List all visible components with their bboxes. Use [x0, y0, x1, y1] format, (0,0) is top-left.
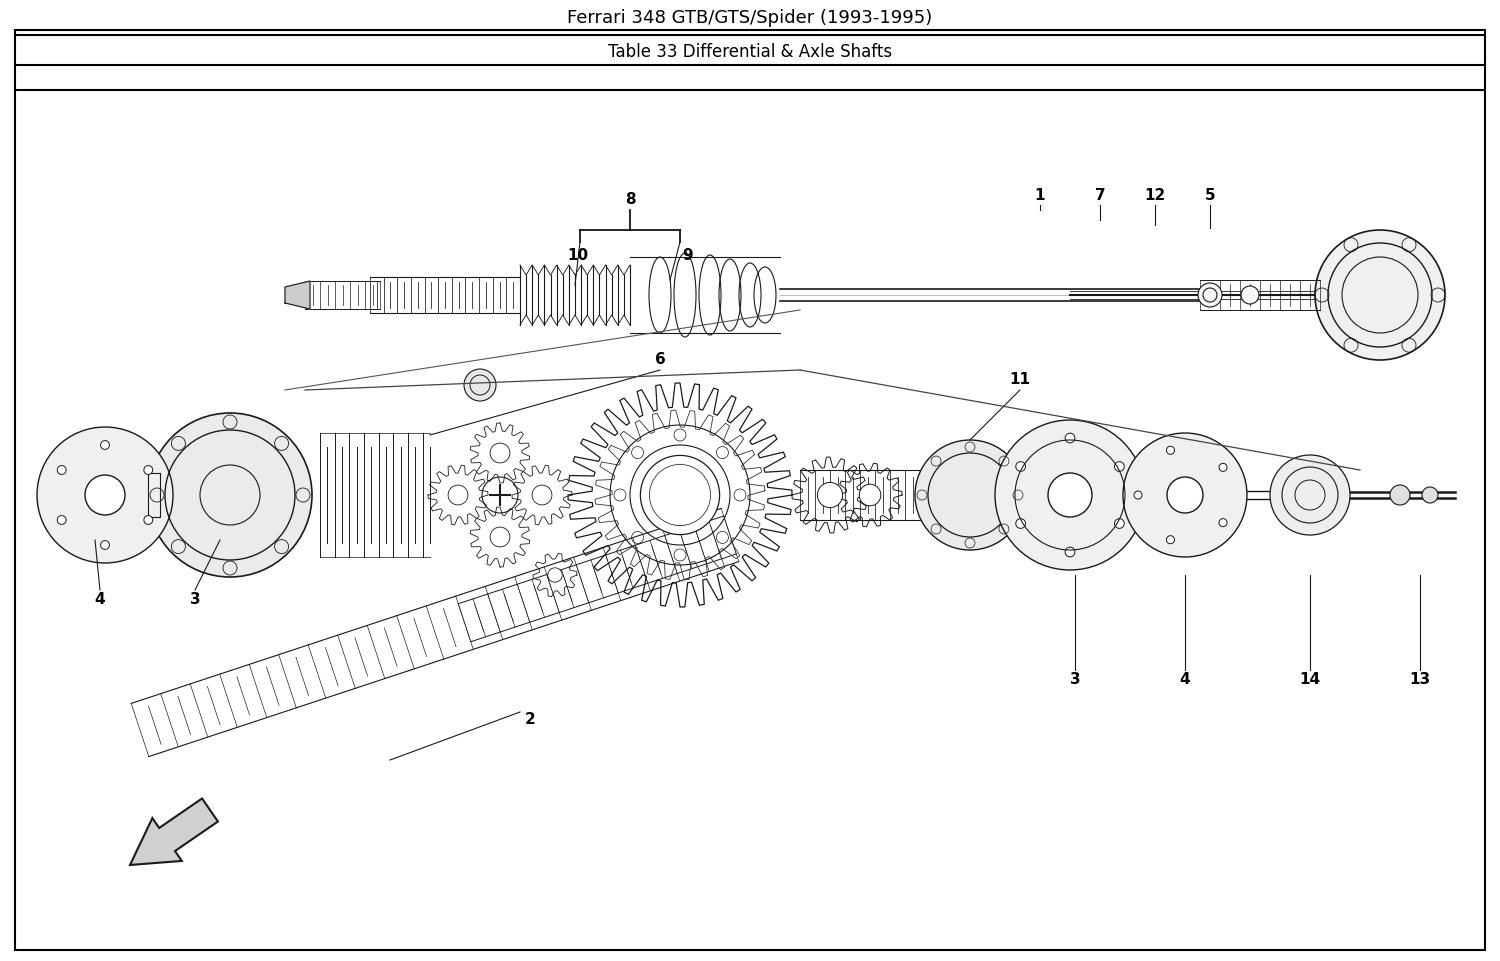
Text: 11: 11: [1010, 373, 1031, 387]
Text: 2: 2: [525, 712, 536, 727]
Text: 14: 14: [1299, 673, 1320, 687]
Circle shape: [1270, 455, 1350, 535]
Text: 10: 10: [567, 248, 588, 262]
Circle shape: [1065, 433, 1076, 443]
Circle shape: [1065, 547, 1076, 556]
Text: 7: 7: [1095, 187, 1106, 203]
Text: 1: 1: [1035, 187, 1046, 203]
Circle shape: [1134, 491, 1142, 499]
Circle shape: [1124, 433, 1246, 557]
Text: 13: 13: [1410, 673, 1431, 687]
Circle shape: [57, 516, 66, 525]
Circle shape: [1016, 461, 1026, 472]
Circle shape: [144, 516, 153, 525]
Circle shape: [490, 443, 510, 463]
Circle shape: [1114, 461, 1124, 472]
Circle shape: [57, 465, 66, 475]
Circle shape: [1422, 487, 1438, 503]
Text: 3: 3: [1070, 673, 1080, 687]
Circle shape: [100, 440, 109, 450]
Circle shape: [548, 568, 562, 582]
Circle shape: [1316, 230, 1444, 360]
Polygon shape: [148, 473, 160, 517]
Circle shape: [994, 420, 1144, 570]
Text: 4: 4: [94, 593, 105, 607]
Circle shape: [144, 465, 153, 475]
Polygon shape: [285, 281, 310, 309]
Text: 8: 8: [624, 192, 636, 208]
Circle shape: [1016, 519, 1026, 529]
Circle shape: [1390, 485, 1410, 505]
Circle shape: [1240, 286, 1258, 304]
Circle shape: [100, 541, 109, 550]
Text: 5: 5: [1204, 187, 1215, 203]
Text: Table 33 Differential & Axle Shafts: Table 33 Differential & Axle Shafts: [608, 43, 892, 61]
Circle shape: [1220, 519, 1227, 527]
Circle shape: [148, 413, 312, 577]
Circle shape: [1220, 463, 1227, 472]
Text: Ferrari 348 GTB/GTS/Spider (1993-1995): Ferrari 348 GTB/GTS/Spider (1993-1995): [567, 9, 933, 27]
Text: 12: 12: [1144, 187, 1166, 203]
Circle shape: [532, 485, 552, 505]
Circle shape: [38, 427, 172, 563]
Circle shape: [650, 464, 711, 526]
Circle shape: [1167, 535, 1174, 544]
Circle shape: [1048, 473, 1092, 517]
Circle shape: [915, 440, 1024, 550]
Circle shape: [1167, 477, 1203, 513]
Circle shape: [86, 475, 124, 515]
Circle shape: [1198, 283, 1222, 307]
Circle shape: [818, 482, 843, 507]
Text: 6: 6: [654, 353, 666, 367]
Text: 4: 4: [1179, 673, 1191, 687]
Circle shape: [640, 456, 720, 534]
Text: 3: 3: [189, 593, 201, 607]
Text: 9: 9: [682, 248, 693, 262]
Circle shape: [1167, 446, 1174, 455]
Circle shape: [859, 484, 880, 505]
Circle shape: [1114, 519, 1124, 529]
Circle shape: [448, 485, 468, 505]
Circle shape: [464, 369, 496, 401]
FancyArrow shape: [130, 799, 218, 865]
Circle shape: [490, 527, 510, 547]
